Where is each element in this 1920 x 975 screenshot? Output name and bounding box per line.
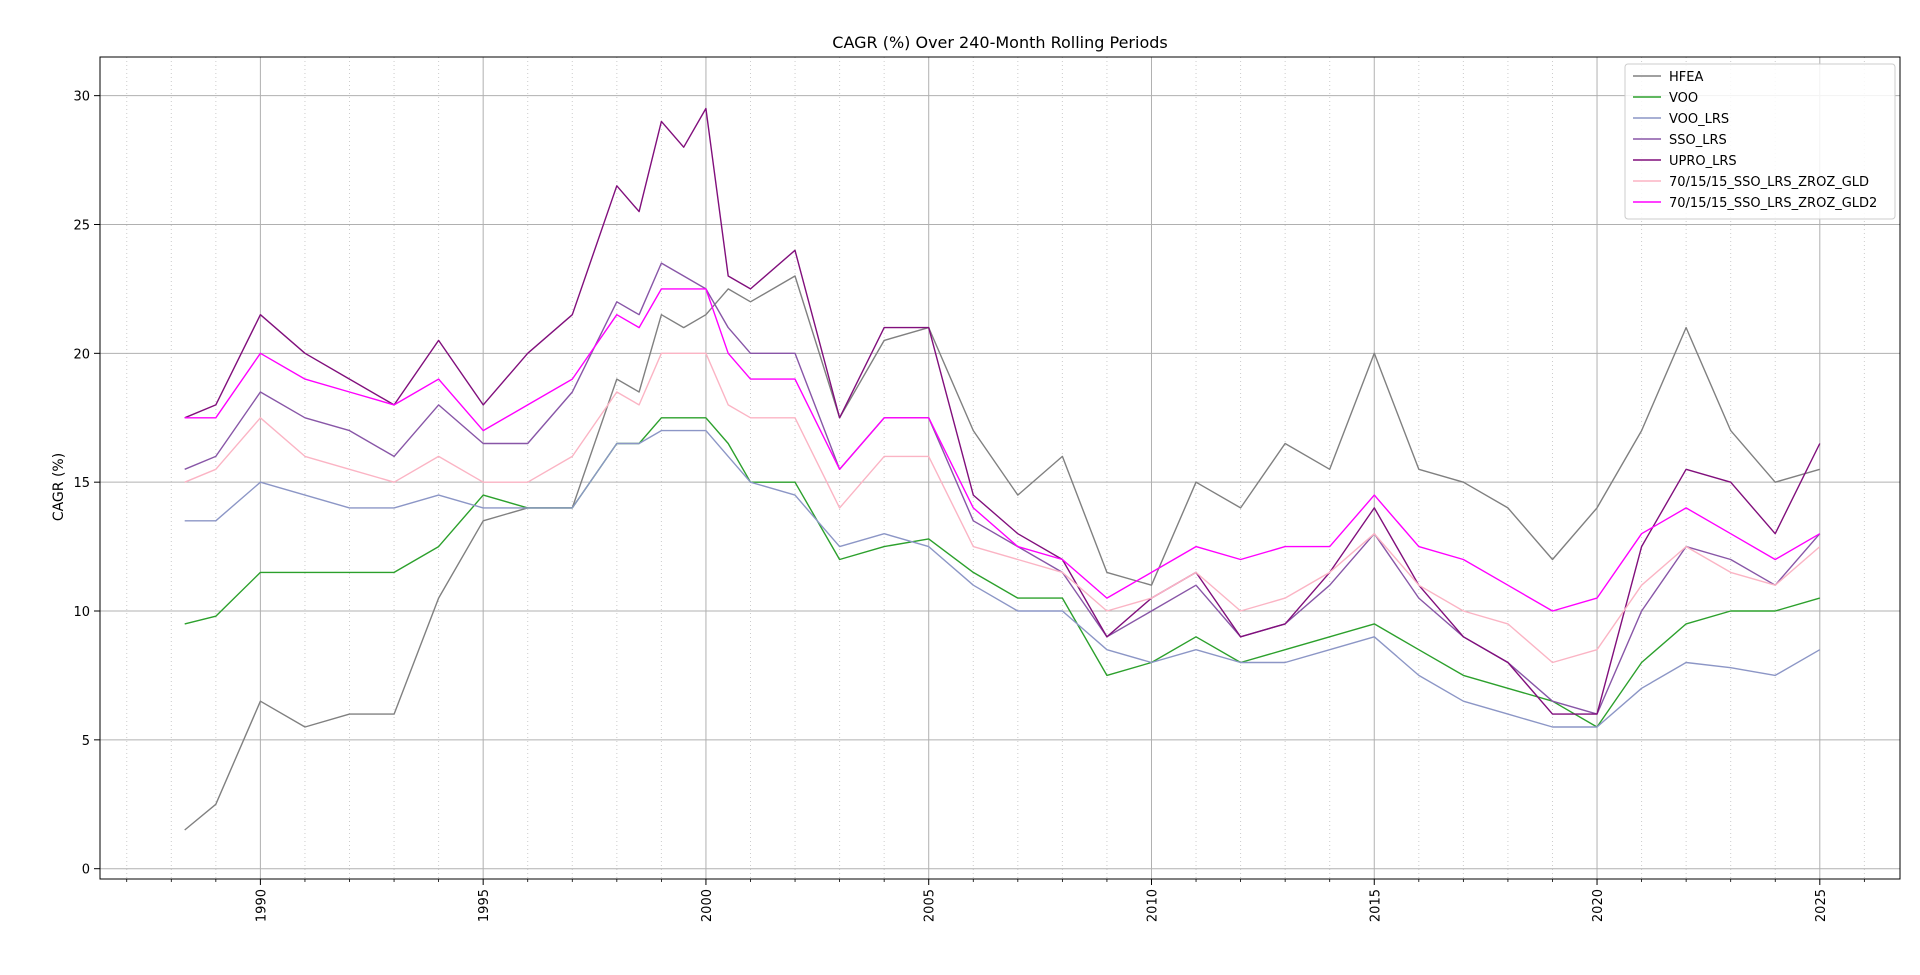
series-line xyxy=(184,262,1821,715)
y-axis-label: CAGR (%) xyxy=(51,453,67,521)
y-tick-label: 10 xyxy=(73,605,90,620)
legend: HFEA VOO VOO_LRS SSO_LRS UPRO_LRS 70/15/15_SS… xyxy=(1624,63,1896,220)
y-tick-label: 0 xyxy=(82,863,90,878)
y-tick-label: 25 xyxy=(73,218,90,233)
plot-area-frame xyxy=(99,56,1901,880)
x-tick-label: 2015 xyxy=(1368,889,1383,922)
grid-major xyxy=(100,57,1900,879)
legend-label: UPRO_LRS xyxy=(1669,154,1737,169)
x-tick-label: 2000 xyxy=(700,889,715,922)
grid-minor xyxy=(126,57,1865,879)
legend-label: HFEA xyxy=(1669,70,1703,85)
legend-label: 70/15/15_SSO_LRS_ZROZ_GLD xyxy=(1669,175,1869,190)
series-line xyxy=(184,107,1821,715)
series-line xyxy=(184,352,1821,664)
x-tick-label: 1995 xyxy=(477,889,492,922)
x-axis: 1990 1995 2000 2005 2010 2015 2020 2025 xyxy=(126,879,1865,922)
legend-label: VOO_LRS xyxy=(1669,112,1729,127)
y-tick-label: 30 xyxy=(73,90,90,105)
y-tick-label: 15 xyxy=(73,476,90,491)
legend-box xyxy=(1624,63,1896,220)
chart-title: CAGR (%) Over 240-Month Rolling Periods xyxy=(832,33,1167,52)
series-line xyxy=(184,429,1821,728)
x-tick-label: 2010 xyxy=(1145,889,1160,922)
legend-label: SSO_LRS xyxy=(1669,133,1727,148)
series-line xyxy=(184,288,1821,612)
x-tick-label: 1990 xyxy=(254,889,269,922)
x-tick-label: 2005 xyxy=(923,889,938,922)
series-line xyxy=(184,417,1820,728)
x-tick-label: 2020 xyxy=(1591,889,1606,922)
y-tick-label: 20 xyxy=(73,347,90,362)
x-tick-label: 2025 xyxy=(1814,889,1829,922)
legend-label: VOO xyxy=(1669,91,1698,106)
legend-label: 70/15/15_SSO_LRS_ZROZ_GLD2 xyxy=(1669,196,1877,211)
series-lines xyxy=(184,107,1821,831)
y-axis: 0 5 10 15 20 25 30 xyxy=(73,90,100,878)
y-tick-label: 5 xyxy=(82,734,90,749)
series-line xyxy=(184,275,1820,831)
